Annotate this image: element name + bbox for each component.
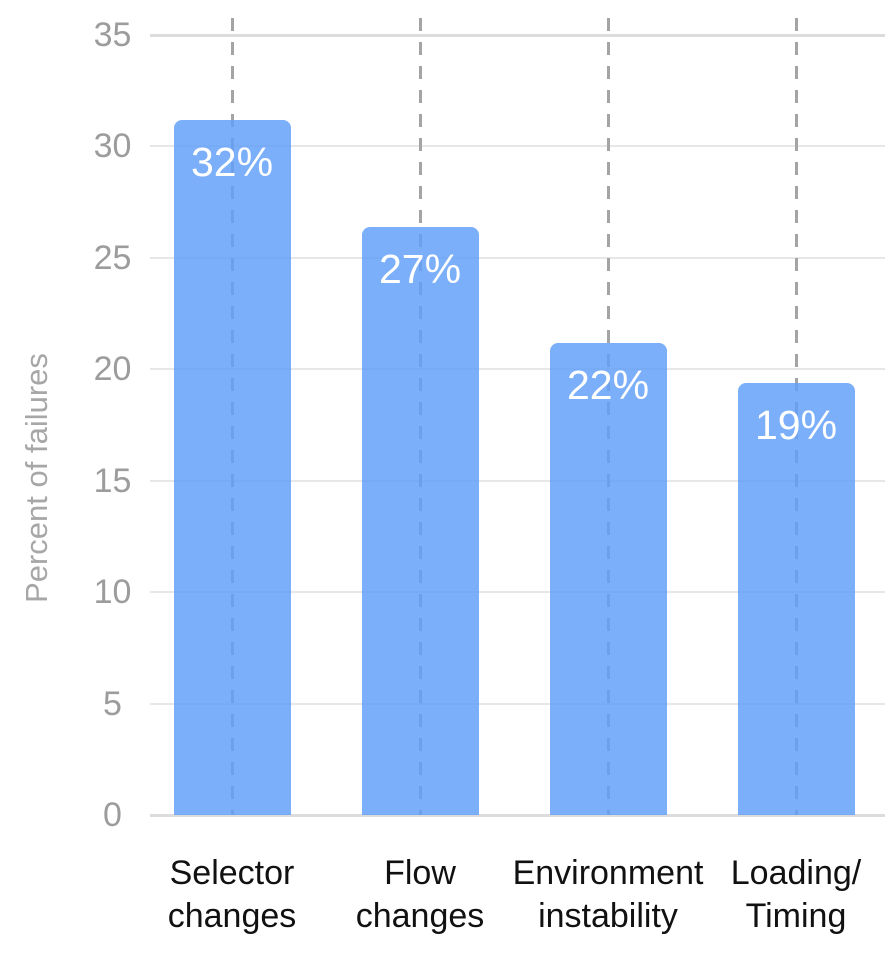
x-axis-label-line: Timing	[745, 897, 847, 935]
bar-value-label-selector-changes: 32%	[190, 138, 274, 185]
bar-loading-timing	[737, 382, 855, 815]
gridline-0	[150, 814, 885, 817]
gridline-20	[150, 368, 885, 371]
bar-value-label-loading-timing: 19%	[754, 401, 838, 448]
x-axis-label-line: instability	[538, 897, 678, 935]
bar-environment-instability	[549, 342, 667, 815]
x-axis-label-flow-changes: Flow changes	[356, 852, 485, 938]
x-axis-label-line: Loading/	[730, 854, 862, 892]
gridline-15	[150, 479, 885, 482]
y-axis-title: Percent of failures	[19, 353, 54, 603]
x-axis-label-line: changes	[167, 897, 297, 935]
gridline-10	[150, 591, 885, 594]
y-tick-label-30: 30	[93, 127, 132, 166]
y-tick-label-5: 5	[103, 684, 122, 723]
y-tick-label-20: 20	[93, 350, 132, 389]
gridline-30	[150, 145, 885, 148]
gridline-35	[150, 34, 885, 37]
gridline-5	[150, 702, 885, 705]
y-tick-label-15: 15	[93, 461, 132, 500]
x-axis-label-line: Flow	[384, 854, 456, 892]
x-axis-label-line: Environment	[512, 854, 704, 892]
x-axis-label-loading-timing: Loading/Timing	[731, 852, 861, 938]
x-axis-label-line: changes	[355, 897, 485, 935]
y-tick-label-35: 35	[93, 16, 132, 54]
bar-value-label-flow-changes: 27%	[378, 245, 462, 292]
gridline-25	[150, 256, 885, 259]
y-tick-label-25: 25	[93, 238, 132, 277]
x-axis-label-selector-changes: Selector changes	[168, 852, 297, 938]
x-axis-label-line: Selector	[169, 854, 295, 892]
y-tick-label-10: 10	[93, 573, 132, 612]
bar-flow-changes	[361, 226, 479, 815]
y-tick-label-0: 0	[103, 796, 122, 834]
bar-value-label-environment-instability: 22%	[566, 361, 650, 408]
bar-selector-changes	[173, 119, 291, 815]
x-axis-label-environment-instability: Environment instability	[513, 852, 704, 938]
